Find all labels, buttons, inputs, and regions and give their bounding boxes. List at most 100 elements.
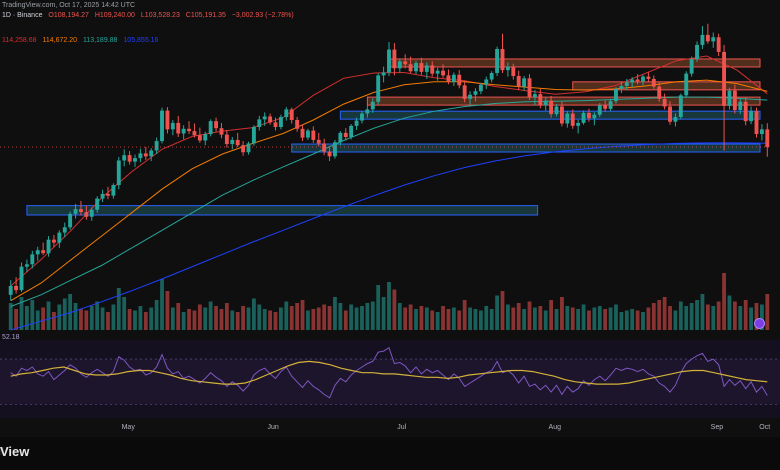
volume-bar [516, 303, 521, 330]
candle-body [219, 128, 224, 135]
indicator-icon[interactable] [754, 318, 765, 329]
candle-body [516, 75, 521, 87]
candle-body [592, 114, 597, 119]
candle-body [284, 109, 289, 118]
candle-body [19, 266, 24, 291]
candle-body [262, 116, 267, 120]
volume-bar [651, 303, 656, 330]
candle-body [532, 94, 537, 98]
candle-body [570, 113, 575, 126]
candle-body [51, 239, 56, 243]
demand-zone [291, 143, 761, 153]
volume-bar [760, 304, 764, 330]
volume-bar [419, 306, 424, 330]
moving-average-line [10, 79, 768, 302]
volume-bar [235, 312, 240, 330]
candle-body [338, 132, 343, 143]
footer-bar [0, 437, 780, 470]
change-value: −3,002.93 (−2.78%) [231, 12, 294, 19]
candle-body [538, 94, 543, 106]
candle-body [743, 101, 748, 122]
volume-bar [246, 307, 251, 330]
volume-bar [722, 273, 726, 330]
volume-bar [646, 307, 651, 330]
candle-body [484, 79, 489, 85]
candle-body [511, 66, 516, 76]
candle-body [289, 109, 294, 120]
candle-body [268, 116, 273, 123]
volume-bar [414, 309, 418, 330]
volume-bar [592, 307, 597, 330]
candle-body [138, 153, 143, 159]
volume-bar [19, 297, 24, 330]
volume-bar [657, 300, 662, 330]
volume-bar [365, 303, 370, 330]
volume-bar [343, 310, 348, 330]
volume-bar [252, 298, 256, 330]
candle-body [673, 117, 678, 122]
candle-body [668, 106, 672, 122]
candle-body [214, 121, 219, 129]
volume-bar [279, 307, 283, 330]
candle-body [403, 61, 408, 65]
volume-bar [576, 309, 581, 330]
candle-body [111, 185, 116, 196]
volume-bar [170, 307, 175, 330]
candle-body [424, 65, 429, 72]
rsi-legend: 52.18 [2, 334, 24, 341]
candle-body [500, 48, 505, 71]
candle-body [462, 85, 467, 99]
candle-body [435, 70, 440, 74]
x-axis-month-label: May [122, 424, 136, 431]
volume-bar [376, 285, 381, 330]
volume-bar [473, 309, 478, 330]
candle-body [160, 110, 164, 142]
candle-body [311, 130, 316, 140]
candle-body [565, 113, 570, 124]
volume-bar [543, 310, 548, 330]
candle-body [738, 101, 743, 110]
volume-bar [187, 309, 191, 330]
candle-body [62, 227, 67, 233]
volume-bar [181, 312, 186, 330]
volume-bar [506, 304, 510, 330]
volume-bar [338, 303, 343, 330]
volume-bar [89, 306, 94, 330]
volume-bar [354, 307, 359, 330]
candle-body [84, 212, 89, 217]
candle-body [154, 141, 159, 151]
candle-body [689, 58, 694, 74]
volume-bar [462, 300, 467, 330]
volume-bar [176, 303, 181, 330]
candle-body [732, 90, 737, 110]
candle-body [246, 143, 251, 153]
candle-body [176, 122, 181, 134]
volume-bar [705, 304, 710, 330]
candle-body [684, 73, 689, 96]
volume-bar [333, 297, 337, 330]
rsi-band [0, 359, 780, 405]
volume-bar [597, 306, 602, 330]
volume-bar [392, 289, 397, 330]
volume-bar [581, 304, 586, 330]
candle-body [419, 63, 424, 72]
candle-body [230, 139, 235, 145]
candle-body [14, 286, 19, 291]
candle-body [46, 239, 51, 254]
candle-body [208, 121, 213, 135]
candle-body [441, 70, 445, 76]
candle-body [576, 122, 581, 126]
candle-body [235, 139, 240, 146]
high-value: H109,240.00 [94, 12, 135, 19]
ma-value: 114,258.68 [2, 37, 37, 44]
volume-bar [716, 301, 721, 330]
candle-body [35, 250, 40, 255]
volume-bar [95, 301, 100, 330]
volume-bar [560, 297, 564, 330]
volume-bar [468, 307, 472, 330]
volume-bar [495, 295, 499, 330]
candle-body [522, 78, 527, 87]
volume-bar [538, 306, 543, 330]
volume-bar [360, 306, 364, 330]
